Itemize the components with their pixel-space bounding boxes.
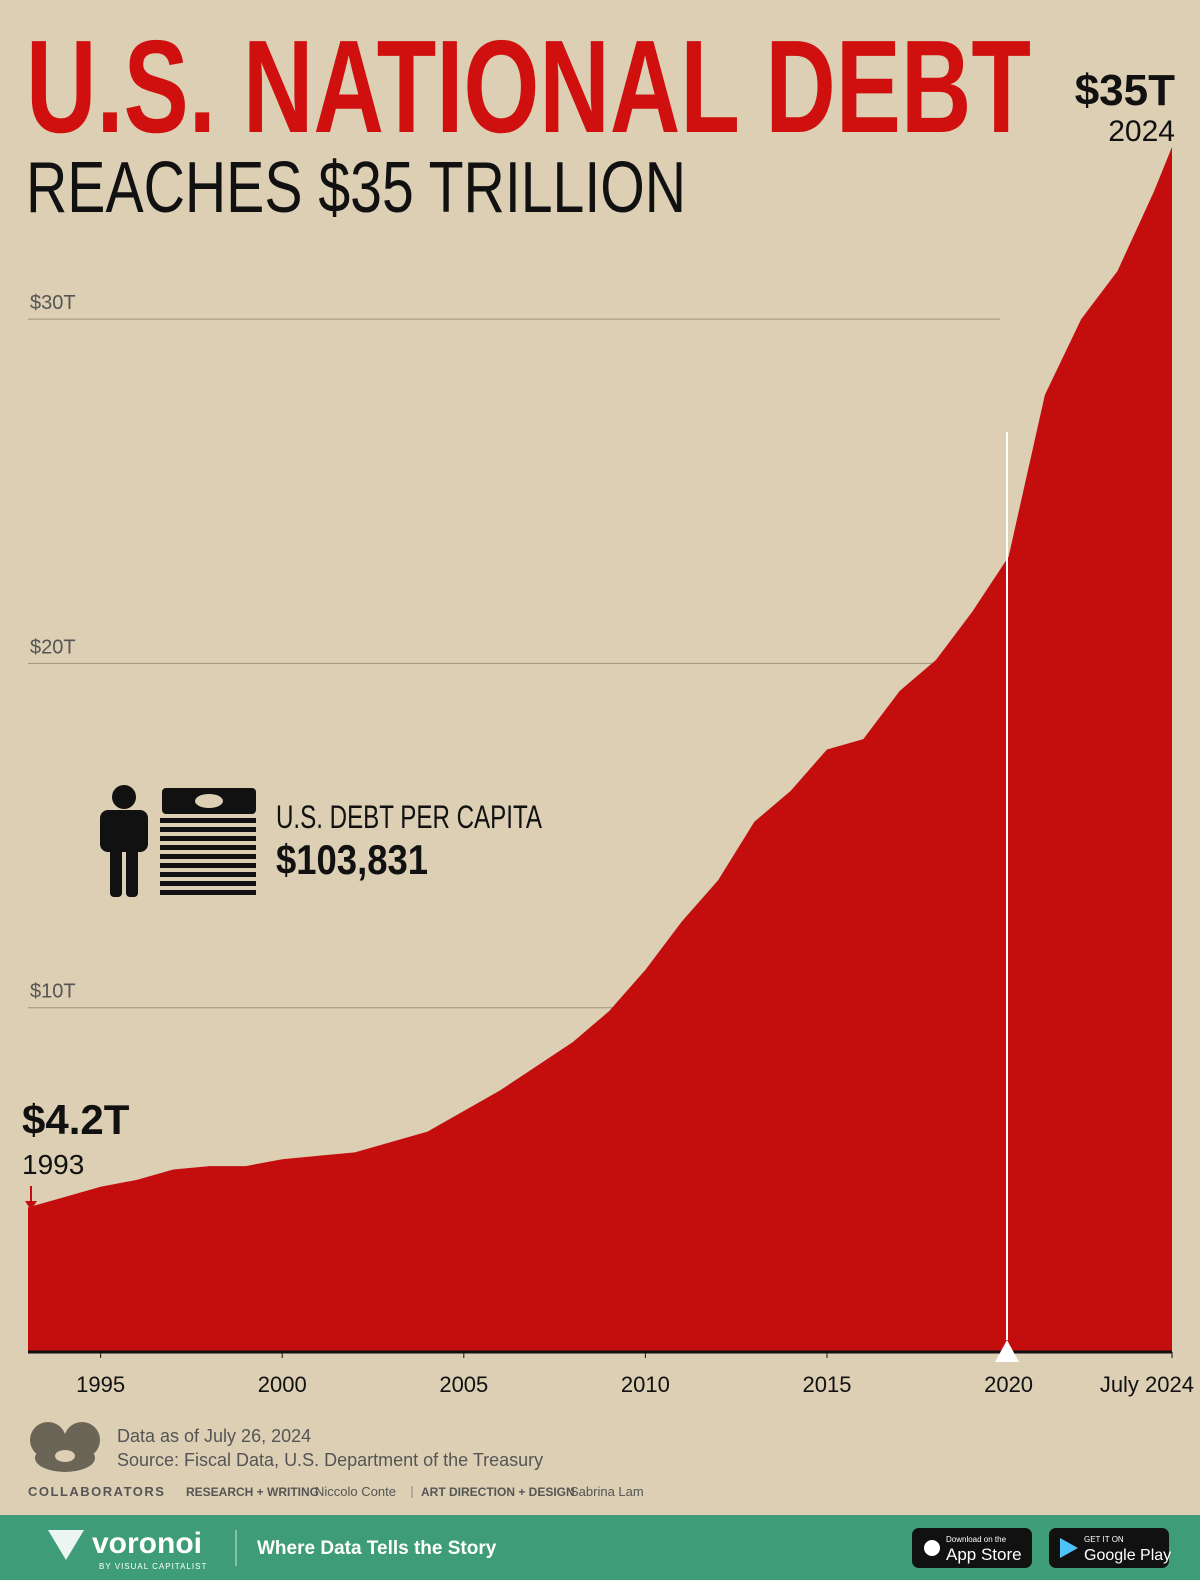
credit-name: Niccolo Conte (315, 1484, 396, 1499)
debt-area (28, 147, 1172, 1352)
x-tick-label: 2005 (439, 1372, 488, 1397)
credit-role: RESEARCH + WRITING (186, 1485, 319, 1499)
apple-icon (924, 1540, 940, 1556)
logo-icon (30, 1422, 100, 1472)
title: U.S. NATIONAL DEBT (26, 13, 1031, 160)
start-year: 1993 (22, 1149, 84, 1180)
person-icon (100, 785, 148, 897)
y-tick-label: $30T (30, 292, 76, 314)
credit-role: ART DIRECTION + DESIGN (421, 1485, 575, 1499)
end-value: $35T (1075, 66, 1175, 115)
y-tick-label: $10T (30, 981, 76, 1003)
per-capita-label: U.S. DEBT PER CAPITA (276, 799, 542, 835)
brand-logo (48, 1530, 84, 1560)
x-tick-label: 2000 (258, 1372, 307, 1397)
tagline: Where Data Tells the Story (257, 1538, 497, 1559)
x-tick-label: 2010 (621, 1372, 670, 1397)
money-stack-icon (160, 788, 256, 895)
plot: $10T $20T $30T 1995 2000 2005 2010 2015 2020 July… (28, 147, 1194, 1397)
play-icon (1060, 1538, 1078, 1558)
x-tick-label: July 2024 (1100, 1372, 1194, 1397)
google-play-button[interactable] (1049, 1528, 1169, 1568)
end-year: 2024 (1108, 115, 1175, 148)
start-arrow-head (25, 1201, 37, 1210)
annotation-pointer (995, 1340, 1019, 1362)
footer-source: Source: Fiscal Data, U.S. Department of … (117, 1450, 543, 1470)
google-small: GET IT ON (1084, 1535, 1124, 1544)
y-tick-label: $20T (30, 636, 76, 658)
app-store-label: App Store (946, 1545, 1022, 1564)
start-value: $4.2T (22, 1096, 130, 1143)
x-tick-label: 1995 (76, 1372, 125, 1397)
per-capita-value: $103,831 (276, 836, 428, 883)
brand: voronoi (92, 1527, 202, 1560)
brand-sub: BY VISUAL CAPITALIST (99, 1562, 207, 1571)
credit-name: Sabrina Lam (570, 1484, 644, 1499)
x-tick-label: 2020 (984, 1372, 1033, 1397)
footer-date: Data as of July 26, 2024 (117, 1426, 311, 1446)
x-tick-label: 2015 (803, 1372, 852, 1397)
collaborators: COLLABORATORS (28, 1484, 165, 1499)
subtitle: REACHES $35 TRILLION (26, 148, 686, 228)
app-store-button[interactable] (912, 1528, 1032, 1568)
app-store-small: Download on the (946, 1535, 1007, 1544)
google-label: Google Play (1084, 1547, 1171, 1564)
